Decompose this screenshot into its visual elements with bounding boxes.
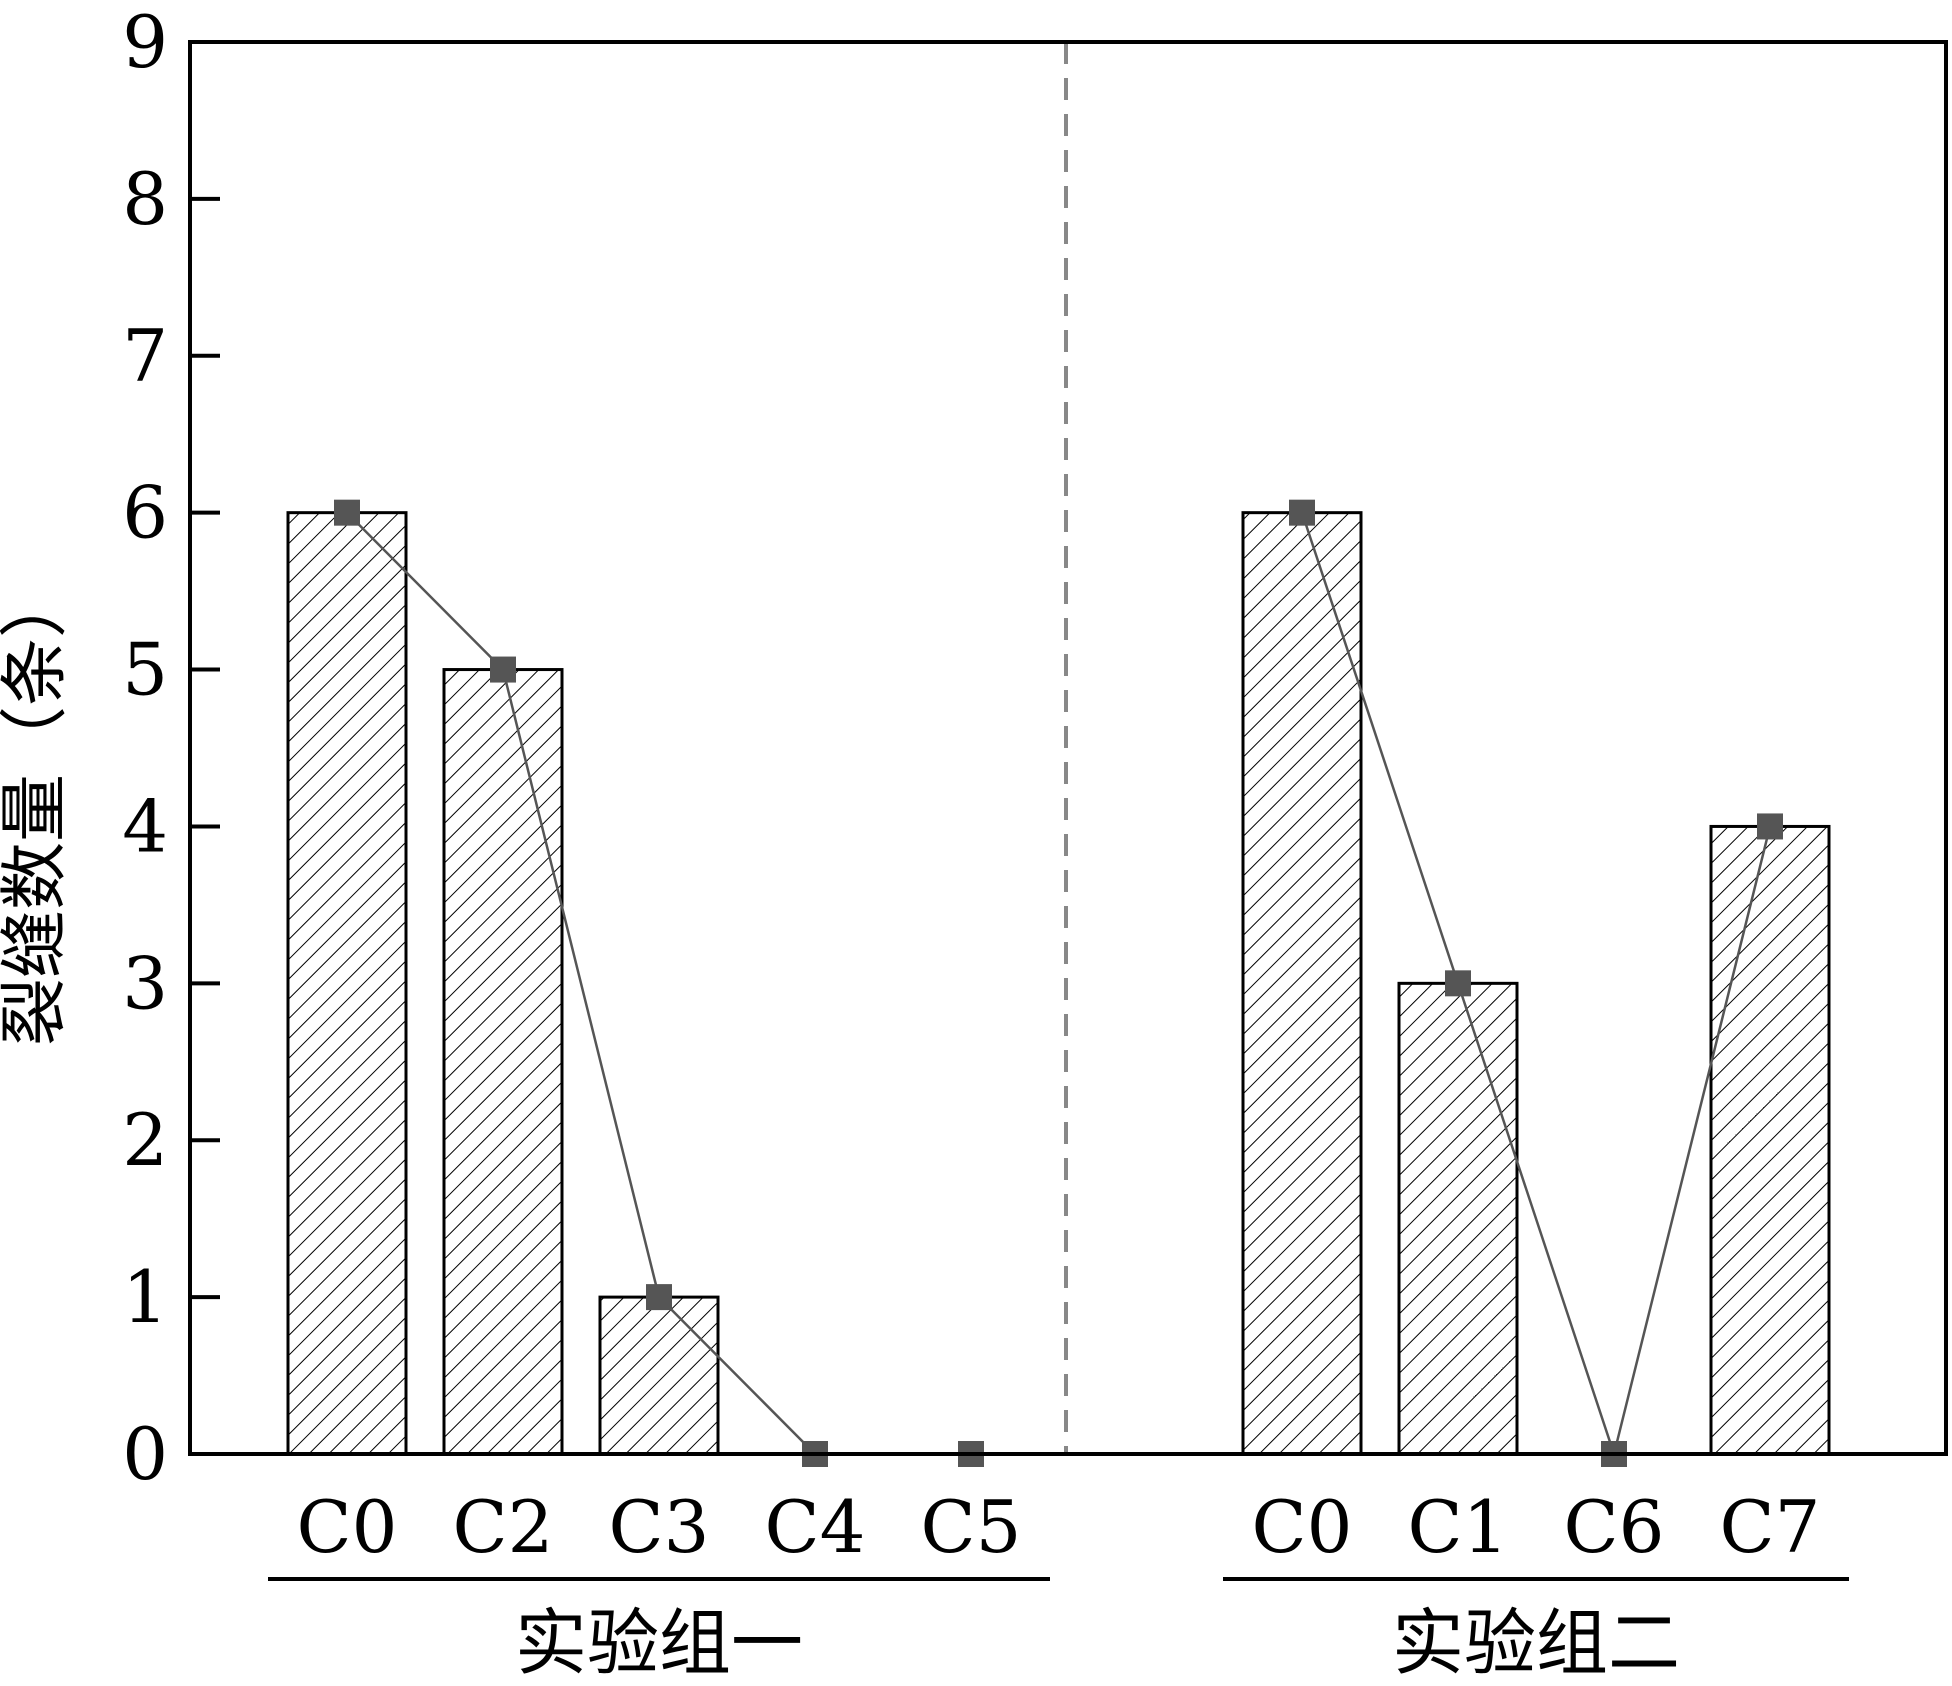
data-marker [1757,813,1783,840]
y-tick-label: 5 [122,628,168,712]
y-tick-label: 3 [122,941,168,1025]
y-axis-label: 裂缝数量（条） [0,570,75,1046]
bar [286,511,408,1456]
x-category-label: C4 [765,1485,866,1569]
x-category-label: C1 [1408,1485,1509,1569]
y-tick-label: 4 [122,784,168,868]
group-label: 实验组一 [515,1601,803,1685]
x-category-label: C6 [1564,1485,1665,1569]
x-axis: C0 C2 C3 C4 C5 实验组一 C0 C1 C6 C7 实验组二 [268,1485,1849,1685]
bar [442,668,564,1456]
y-axis: 0 1 2 3 4 5 6 7 8 9 [122,0,220,1496]
data-marker [334,499,360,526]
x-category-label: C2 [453,1485,554,1569]
x-category-label: C5 [921,1485,1022,1569]
y-tick-label: 8 [122,157,168,241]
data-marker [490,656,516,683]
data-marker [1445,970,1471,997]
x-category-label: C7 [1720,1485,1821,1569]
y-tick-label: 2 [122,1098,168,1182]
bar [1709,824,1831,1456]
data-marker [646,1284,672,1311]
y-tick-label: 7 [122,314,168,398]
bar [1397,981,1519,1456]
group-label: 实验组二 [1392,1601,1680,1685]
x-category-label: C0 [1252,1485,1353,1569]
plot-frame [188,40,1948,1456]
bars-layer [286,511,1831,1456]
trend-line [1300,512,1772,1459]
data-marker [1289,499,1315,526]
bar [1241,511,1363,1456]
markers-layer [334,499,1783,1467]
y-tick-label: 6 [122,471,168,555]
y-tick-label: 9 [122,0,168,84]
y-tick-label: 1 [122,1255,168,1339]
x-category-label: C0 [297,1485,398,1569]
y-tick-label: 0 [122,1412,168,1496]
x-category-label: C3 [609,1485,710,1569]
bar [598,1295,720,1456]
